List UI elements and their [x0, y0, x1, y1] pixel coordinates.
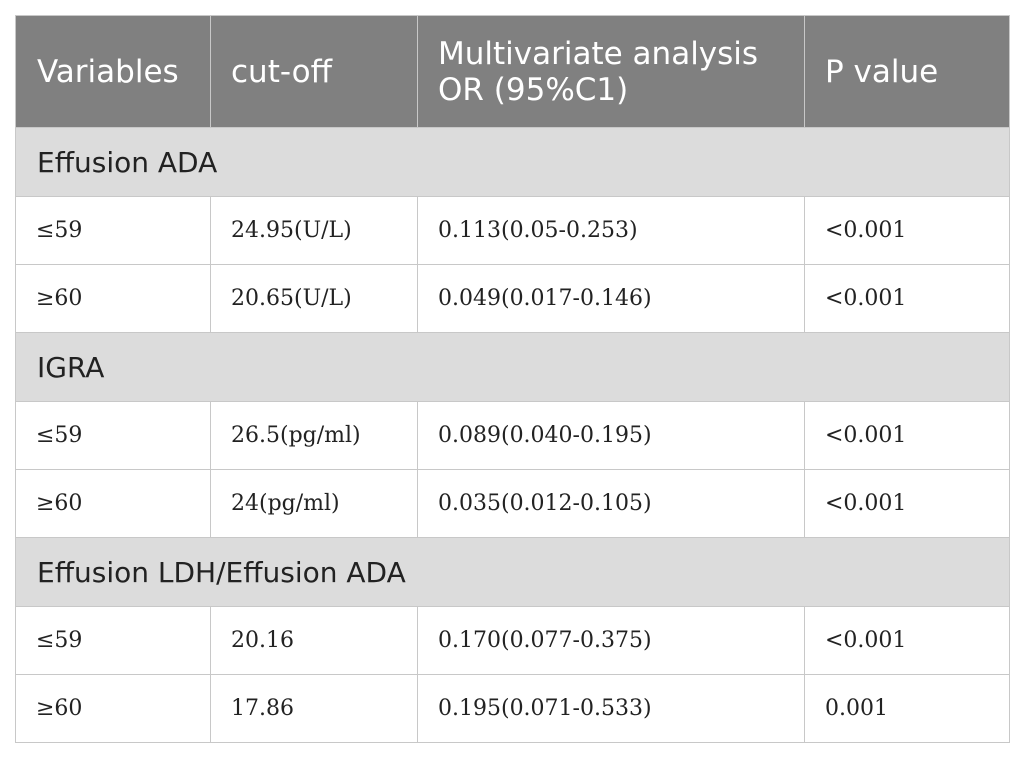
table-row: ≥60 20.65(U/L) 0.049(0.017-0.146) <0.001 — [15, 264, 1010, 333]
cell-cut-off: 24.95(U/L) — [210, 196, 418, 265]
table-row: ≥60 24(pg/ml) 0.035(0.012-0.105) <0.001 — [15, 469, 1010, 538]
cell-p-value: <0.001 — [804, 401, 1010, 470]
group-label: IGRA — [15, 332, 1010, 402]
group-row: Effusion ADA — [15, 127, 1010, 197]
group-row: IGRA — [15, 332, 1010, 402]
cell-cut-off: 20.65(U/L) — [210, 264, 418, 333]
cell-variable: ≥60 — [15, 674, 211, 743]
table-row: ≤59 24.95(U/L) 0.113(0.05-0.253) <0.001 — [15, 196, 1010, 265]
header-variables: Variables — [15, 15, 211, 128]
group-label: Effusion ADA — [15, 127, 1010, 197]
table-row: ≤59 26.5(pg/ml) 0.089(0.040-0.195) <0.00… — [15, 401, 1010, 470]
table-row: ≥60 17.86 0.195(0.071-0.533) 0.001 — [15, 674, 1010, 743]
cell-variable: ≤59 — [15, 196, 211, 265]
cell-or: 0.113(0.05-0.253) — [417, 196, 805, 265]
cell-variable: ≥60 — [15, 264, 211, 333]
cell-variable: ≤59 — [15, 606, 211, 675]
cell-p-value: <0.001 — [804, 196, 1010, 265]
group-label: Effusion LDH/Effusion ADA — [15, 537, 1010, 607]
cell-cut-off: 26.5(pg/ml) — [210, 401, 418, 470]
header-multivariate-or: Multivariate analysis OR (95%C1) — [417, 15, 805, 128]
cell-or: 0.195(0.071-0.533) — [417, 674, 805, 743]
cell-p-value: <0.001 — [804, 469, 1010, 538]
cell-or: 0.089(0.040-0.195) — [417, 401, 805, 470]
cell-cut-off: 24(pg/ml) — [210, 469, 418, 538]
cell-p-value: 0.001 — [804, 674, 1010, 743]
cell-variable: ≤59 — [15, 401, 211, 470]
results-table-container: Variables cut-off Multivariate analysis … — [15, 15, 1010, 743]
cell-or: 0.170(0.077-0.375) — [417, 606, 805, 675]
cell-p-value: <0.001 — [804, 264, 1010, 333]
cell-or: 0.049(0.017-0.146) — [417, 264, 805, 333]
cell-cut-off: 20.16 — [210, 606, 418, 675]
cell-p-value: <0.001 — [804, 606, 1010, 675]
table-row: ≤59 20.16 0.170(0.077-0.375) <0.001 — [15, 606, 1010, 675]
group-row: Effusion LDH/Effusion ADA — [15, 537, 1010, 607]
cell-cut-off: 17.86 — [210, 674, 418, 743]
results-table: Variables cut-off Multivariate analysis … — [15, 15, 1010, 743]
header-p-value: P value — [804, 15, 1010, 128]
cell-or: 0.035(0.012-0.105) — [417, 469, 805, 538]
header-row: Variables cut-off Multivariate analysis … — [15, 15, 1010, 128]
cell-variable: ≥60 — [15, 469, 211, 538]
header-cut-off: cut-off — [210, 15, 418, 128]
